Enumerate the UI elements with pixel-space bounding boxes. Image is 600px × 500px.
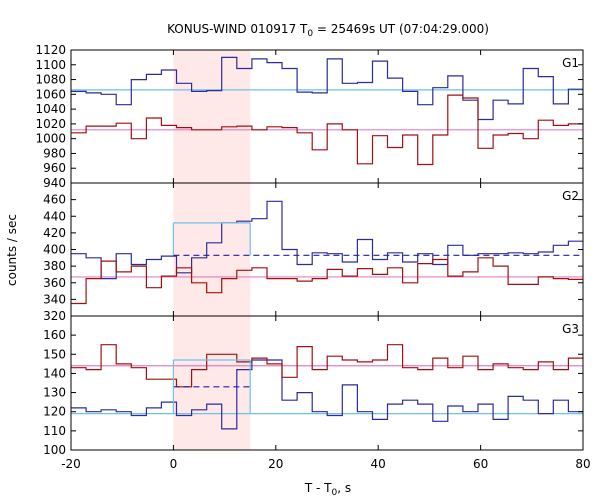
y-tick-label: 100	[43, 443, 66, 457]
y-tick-label: 1000	[35, 132, 66, 146]
y-tick-label: 400	[43, 243, 66, 257]
y-tick-label: 1020	[35, 117, 66, 131]
x-axis-title-subscript: 0	[332, 488, 338, 498]
panel-g2: 320 340 360 380 400 420 440 460 G2	[43, 182, 584, 323]
x-axis-title-main: T - T	[304, 481, 332, 495]
x-tick-label: 40	[371, 457, 386, 471]
y-tick-label: 320	[43, 309, 66, 323]
y-tick-label: 160	[43, 328, 66, 342]
x-tick-label: 20	[268, 457, 283, 471]
y-axis-title: counts / sec	[5, 214, 19, 286]
y-tick-label: 120	[43, 405, 66, 419]
panel-plot-area	[71, 200, 583, 305]
y-tick-label: 110	[43, 424, 66, 438]
series-red-line	[71, 94, 583, 166]
y-tick-label: 340	[43, 292, 66, 306]
x-tick-label: -20	[61, 457, 81, 471]
y-tick-label: 150	[43, 347, 66, 361]
series-red-line	[71, 257, 583, 305]
x-axis-title-rest: , s	[337, 481, 351, 495]
y-tick-label: 960	[43, 161, 66, 175]
series-red-line	[71, 344, 583, 388]
x-tick-label: 0	[170, 457, 178, 471]
panel-frame	[70, 315, 584, 451]
panel-label-g2: G2	[562, 189, 579, 203]
y-tick-label: 140	[43, 366, 66, 380]
panel-g3: 100 110 120 130 140 150 160 G3	[43, 315, 584, 457]
shaded-interval	[173, 183, 251, 316]
y-tick-label: 360	[43, 276, 66, 290]
series-blue-line	[71, 200, 583, 280]
panel-label-g3: G3	[562, 322, 579, 336]
panel-plot-area	[71, 56, 583, 166]
y-tick-label: 1060	[35, 87, 66, 101]
y-tick-label: 1040	[35, 102, 66, 116]
shaded-interval	[173, 316, 251, 450]
y-tick-label: 440	[43, 209, 66, 223]
x-axis-title: T - T0, s	[304, 481, 351, 498]
x-tick-label: 60	[473, 457, 488, 471]
title-main: KONUS-WIND 010917 T	[167, 22, 308, 36]
y-tick-label: 1100	[35, 58, 66, 72]
y-tick-label: 1120	[35, 43, 66, 57]
y-tick-label: 1080	[35, 73, 66, 87]
y-tick-label: 420	[43, 226, 66, 240]
panel-frame	[70, 182, 584, 317]
panel-plot-area	[71, 344, 583, 430]
y-tick-label: 130	[43, 386, 66, 400]
shaded-interval	[173, 50, 251, 183]
series-blue-line	[71, 359, 583, 430]
title-rest: = 25469s UT (07:04:29.000)	[313, 22, 489, 36]
chart-title: KONUS-WIND 010917 T0 = 25469s UT (07:04:…	[167, 22, 489, 39]
y-tick-label: 940	[43, 176, 66, 190]
panels-group: 9409609801000102010401060108011001120G13…	[35, 43, 590, 471]
series-blue-line	[71, 56, 583, 121]
x-tick-label: 80	[575, 457, 590, 471]
panel-label-g1: G1	[562, 56, 579, 70]
y-tick-label: 980	[43, 146, 66, 160]
y-tick-label: 460	[43, 193, 66, 207]
y-tick-label: 380	[43, 259, 66, 273]
title-subscript: 0	[307, 29, 313, 39]
